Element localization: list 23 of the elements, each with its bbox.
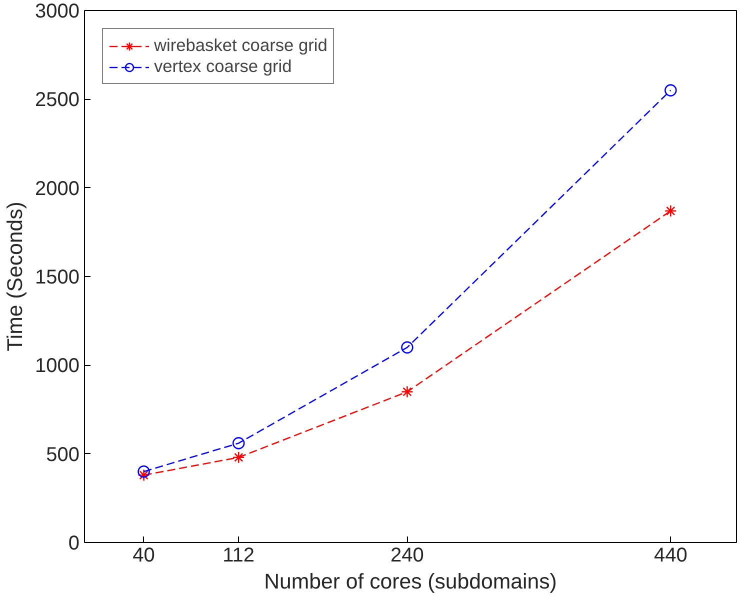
legend-label: wirebasket coarse grid <box>154 35 328 56</box>
point <box>664 84 677 96</box>
y-tick-label: 1000 <box>35 355 80 378</box>
x-tick-label: 440 <box>654 544 688 566</box>
legend-label: vertex coarse grid <box>154 56 292 77</box>
y-axis-title: Time (Seconds) <box>3 202 28 352</box>
point <box>232 451 245 464</box>
x-tick-label: 240 <box>390 544 424 566</box>
point <box>232 437 245 450</box>
y-tick-label: 0 <box>68 532 80 554</box>
y-tick-label: 3000 <box>35 0 80 22</box>
point <box>138 468 150 482</box>
point <box>138 465 150 478</box>
y-tick-label: 2500 <box>35 89 80 112</box>
x-axis-title: Number of cores (subdomains) <box>264 570 557 594</box>
point <box>664 204 677 218</box>
point <box>401 386 414 398</box>
y-tick-label: 2000 <box>35 178 80 200</box>
x-tick-label: 40 <box>132 544 155 566</box>
y-tick-label: 500 <box>46 444 80 466</box>
point <box>401 341 414 354</box>
x-tick-label: 112 <box>222 544 255 566</box>
y-tick-label: 1500 <box>35 266 80 288</box>
